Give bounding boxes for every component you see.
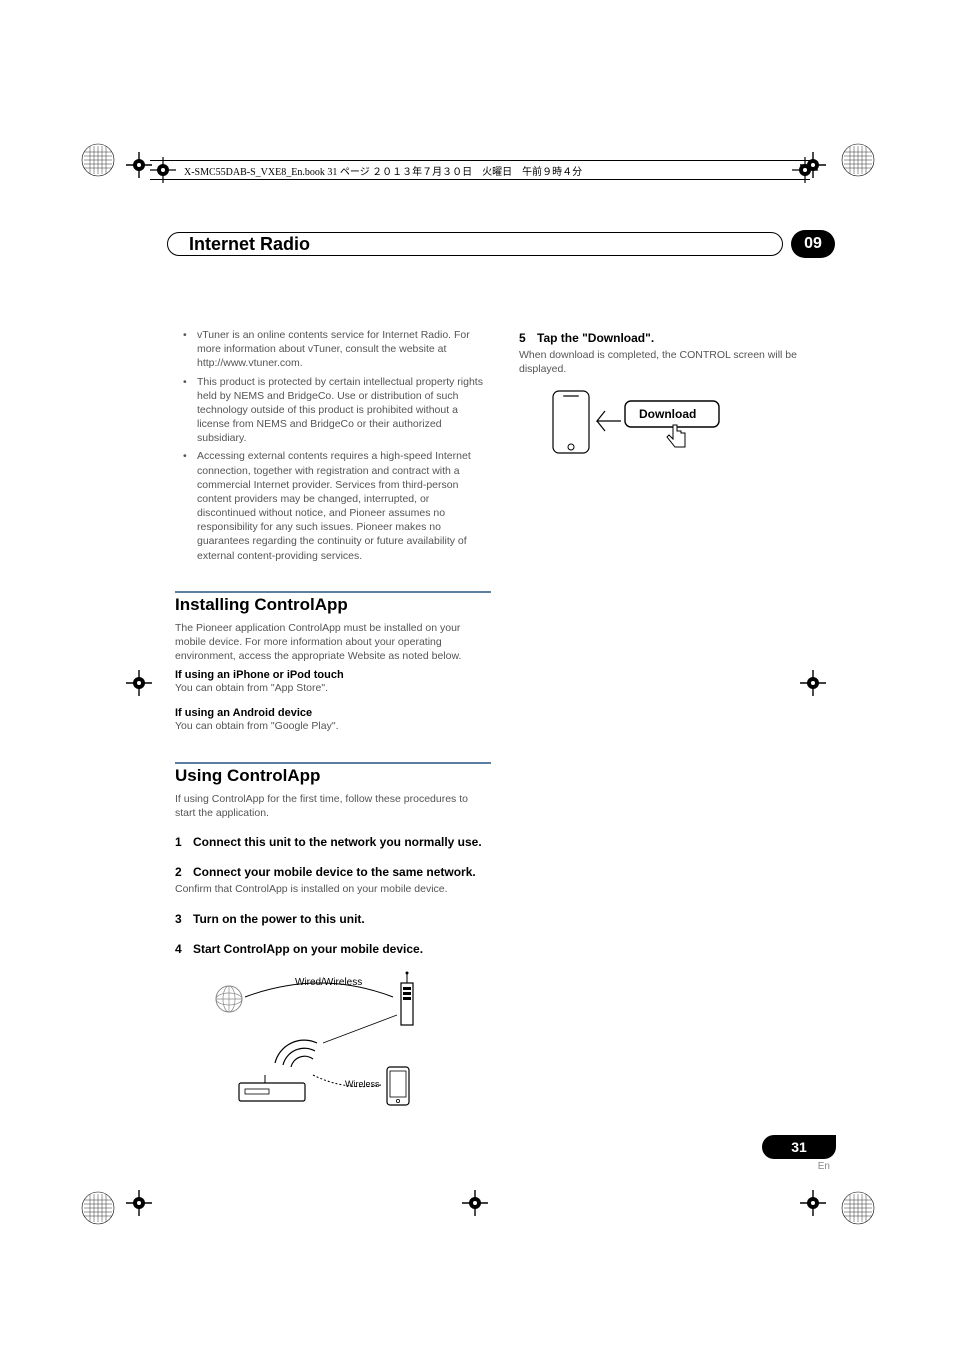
regmark-tl-circle <box>80 142 116 178</box>
step-5-desc: When download is completed, the CONTROL … <box>519 348 835 376</box>
section-rule <box>175 591 491 593</box>
using-title: Using ControlApp <box>175 766 491 786</box>
step-5-text: Tap the "Download". <box>537 331 654 345</box>
bullet-item: vTuner is an online contents service for… <box>197 328 491 371</box>
page-number-wrap: 31 En <box>762 1135 836 1172</box>
book-header-text: X-SMC55DAB-S_VXE8_En.book 31 ページ ２０１３年７月… <box>184 163 582 178</box>
step-3-text: Turn on the power to this unit. <box>193 912 365 926</box>
chapter-number: 09 <box>791 230 835 258</box>
iphone-body: You can obtain from "App Store". <box>175 681 491 695</box>
wired-wireless-label: Wired/Wireless <box>295 977 362 988</box>
page-number: 31 <box>762 1135 836 1159</box>
step-3: 3Turn on the power to this unit. <box>175 911 491 927</box>
page-content: Internet Radio 09 vTuner is an online co… <box>175 230 835 1111</box>
regmark-ml-cross <box>126 670 152 696</box>
page-language: En <box>762 1161 836 1172</box>
download-label: Download <box>639 407 696 421</box>
regmark-bc-cross <box>462 1190 488 1216</box>
download-diagram: Download <box>549 387 835 467</box>
step-2: 2Connect your mobile device to the same … <box>175 864 491 880</box>
step-4-text: Start ControlApp on your mobile device. <box>193 942 423 956</box>
step-4: 4Start ControlApp on your mobile device. <box>175 941 491 957</box>
chapter-header: Internet Radio 09 <box>175 230 835 258</box>
step-5: 5Tap the "Download". <box>519 330 835 346</box>
chapter-title: Internet Radio <box>175 234 310 255</box>
using-intro: If using ControlApp for the first time, … <box>175 792 491 820</box>
bullet-item: Accessing external contents requires a h… <box>197 449 491 562</box>
step-1-text: Connect this unit to the network you nor… <box>193 835 482 849</box>
regmark-br-cross <box>800 1190 826 1216</box>
regmark-tr-circle <box>840 142 876 178</box>
android-heading: If using an Android device <box>175 707 491 719</box>
regmark-tl-cross <box>126 152 152 178</box>
bullet-item: This product is protected by certain int… <box>197 375 491 446</box>
installing-title: Installing ControlApp <box>175 595 491 615</box>
step-2-desc: Confirm that ControlApp is installed on … <box>175 882 491 896</box>
book-header-mark-right <box>792 157 818 188</box>
right-column: 5Tap the "Download". When download is co… <box>519 328 835 1111</box>
regmark-bl-cross <box>126 1190 152 1216</box>
network-diagram: Wired/Wireless <box>175 971 491 1111</box>
intro-bullets: vTuner is an online contents service for… <box>175 328 491 563</box>
regmark-br-circle <box>840 1190 876 1226</box>
book-header: X-SMC55DAB-S_VXE8_En.book 31 ページ ２０１３年７月… <box>150 160 810 180</box>
step-2-text: Connect your mobile device to the same n… <box>193 865 476 879</box>
regmark-bl-circle <box>80 1190 116 1226</box>
iphone-heading: If using an iPhone or iPod touch <box>175 669 491 681</box>
section-rule <box>175 762 491 764</box>
wireless-label: Wireless <box>345 1079 380 1089</box>
step-1: 1Connect this unit to the network you no… <box>175 834 491 850</box>
android-body: You can obtain from "Google Play". <box>175 719 491 733</box>
left-column: vTuner is an online contents service for… <box>175 328 491 1111</box>
installing-intro: The Pioneer application ControlApp must … <box>175 621 491 664</box>
